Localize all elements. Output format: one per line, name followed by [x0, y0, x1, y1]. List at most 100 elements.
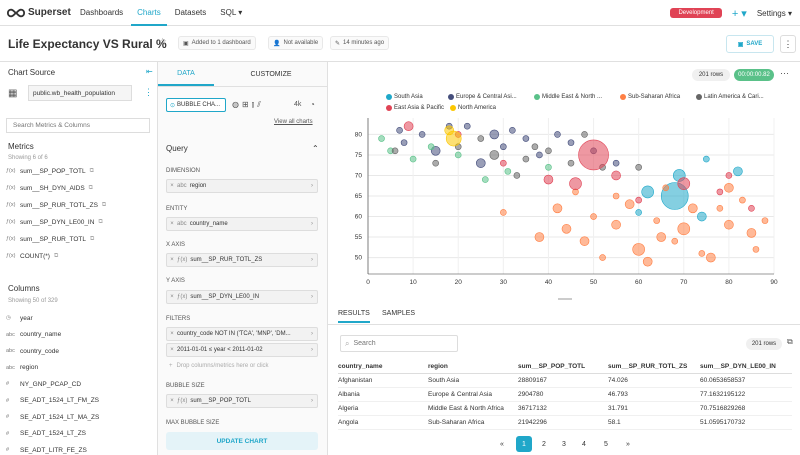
column-item[interactable]: # SE_ADT_1524_LT_MA_ZS — [6, 411, 146, 423]
bubble-point[interactable] — [409, 155, 417, 163]
filter-country-code[interactable]: × country_code NOT IN ('TCA', 'MNP', 'DM.… — [166, 327, 318, 341]
column-header[interactable]: sum__SP_RUR_TOTL_ZS — [608, 363, 700, 370]
pie-chart-icon[interactable]: ◔ — [310, 100, 315, 109]
viz-type-selector[interactable]: ⊙ BUBBLE CHA... — [166, 98, 226, 112]
query-heading[interactable]: Query — [166, 144, 188, 153]
bubble-point[interactable] — [733, 166, 743, 177]
bubble-point[interactable] — [552, 203, 563, 214]
bubble-point[interactable] — [534, 232, 545, 242]
column-header[interactable]: country_name — [338, 363, 428, 370]
column-item[interactable]: ◷ year — [6, 312, 146, 324]
metric-item[interactable]: ƒ(x) sum__SP_POP_TOTL ⧉ — [6, 165, 146, 177]
bubble-point[interactable] — [531, 143, 539, 151]
copy-icon[interactable]: ⧉ — [89, 167, 94, 174]
remove-icon[interactable]: × — [170, 221, 174, 227]
bubble-point[interactable] — [569, 177, 582, 190]
metric-item[interactable]: ƒ(x) sum__SP_RUR_TOTL_ZS ⧉ — [6, 199, 146, 211]
copy-icon[interactable]: ⧉ — [101, 201, 107, 208]
legend-item[interactable]: Latin America & Cari... — [696, 94, 764, 100]
bubble-point[interactable] — [724, 219, 734, 230]
column-header[interactable]: region — [428, 363, 518, 370]
chart-title[interactable]: Life Expectancy VS Rural % — [8, 37, 167, 51]
bubble-point[interactable] — [489, 129, 500, 140]
bubble-point[interactable] — [579, 236, 590, 246]
dimension-control[interactable]: × abc region › — [166, 179, 318, 193]
next-page-button[interactable]: » — [626, 440, 630, 448]
column-item[interactable]: # NY_GNP_PCAP_CD — [6, 378, 146, 390]
dataset-selector[interactable]: public.wb_health_population — [28, 85, 132, 101]
bubble-point[interactable] — [463, 122, 471, 130]
xaxis-control[interactable]: × ƒ(x) sum__SP_RUR_TOTL_ZS › — [166, 253, 318, 267]
bubble-point[interactable] — [671, 237, 679, 245]
bubble-point[interactable] — [752, 246, 760, 253]
legend-item[interactable]: South Asia — [386, 94, 423, 100]
bubble-point[interactable] — [522, 135, 530, 142]
bubble-point[interactable] — [581, 131, 588, 138]
bubble-point[interactable] — [697, 211, 707, 222]
bubble-point[interactable] — [724, 182, 734, 193]
bubble-point[interactable] — [543, 174, 554, 185]
nav-charts[interactable]: Charts — [131, 0, 167, 26]
bubble-point[interactable] — [567, 139, 575, 146]
legend-item[interactable]: East Asia & Pacific — [386, 105, 444, 111]
tab-samples[interactable]: SAMPLES — [382, 310, 416, 317]
column-item[interactable]: # SE_ADT_1524_LT_FM_ZS — [6, 395, 146, 407]
bubble-point[interactable] — [612, 159, 620, 167]
bubble-point[interactable] — [687, 203, 698, 214]
bubble-point[interactable] — [653, 217, 661, 224]
favorite-star-icon[interactable]: ☆ — [158, 37, 167, 48]
nav-dashboards[interactable]: Dashboards — [80, 8, 124, 17]
column-item[interactable]: # SE_ADT_LITR_FE_ZS — [6, 444, 146, 455]
bubble-point[interactable] — [698, 250, 706, 257]
bubble-point[interactable] — [396, 127, 403, 134]
collapse-query-icon[interactable]: ⌃ — [312, 144, 319, 153]
bubble-point[interactable] — [642, 256, 653, 267]
column-item[interactable]: abc country_name — [6, 329, 146, 341]
page-button[interactable]: 5 — [604, 440, 608, 448]
results-search-input[interactable] — [353, 340, 444, 347]
bubble-point[interactable] — [632, 243, 645, 256]
bubble-point[interactable] — [509, 127, 516, 134]
filter-year[interactable]: × 2011-01-01 ≤ year < 2011-01-02 › — [166, 343, 318, 357]
legend-item[interactable]: Sub-Saharan Africa — [620, 94, 680, 100]
page-button[interactable]: 1 — [516, 436, 532, 452]
page-button[interactable]: 4 — [582, 440, 586, 448]
legend-item[interactable]: Europe & Central Asi... — [448, 94, 517, 100]
bubble-point[interactable] — [500, 159, 507, 167]
metric-item[interactable]: ƒ(x) sum__SP_DYN_LE00_IN ⧉ — [6, 216, 146, 228]
results-search[interactable]: ⌕ — [340, 335, 458, 352]
entity-control[interactable]: × abc country_name › — [166, 217, 318, 231]
settings-menu[interactable]: Settings ▾ — [756, 8, 792, 18]
bubble-point[interactable] — [481, 176, 489, 183]
bubble-point[interactable] — [725, 172, 733, 179]
bubble-point[interactable] — [432, 159, 439, 167]
bubble-point[interactable] — [545, 147, 552, 155]
bubble-point[interactable] — [418, 131, 426, 138]
view-all-charts-link[interactable]: View all charts — [274, 119, 313, 125]
prev-page-button[interactable]: « — [500, 440, 504, 448]
bubble-point[interactable] — [500, 143, 507, 151]
bubble-point[interactable] — [454, 151, 462, 159]
bubble-point[interactable] — [400, 139, 408, 146]
remove-icon[interactable]: × — [170, 183, 174, 189]
bubble-point[interactable] — [706, 252, 716, 263]
update-chart-button[interactable]: UPDATE CHART — [166, 432, 318, 450]
tab-customize[interactable]: CUSTOMIZE — [250, 70, 292, 78]
bubble-point[interactable] — [590, 213, 597, 220]
bubble-point[interactable] — [504, 168, 512, 175]
bubble-point[interactable] — [739, 196, 746, 204]
remove-icon[interactable]: × — [170, 398, 174, 404]
bubble-point[interactable] — [746, 228, 757, 238]
recent-viz-icons[interactable]: ◍⊞⫾⫽ — [232, 100, 264, 109]
copy-icon[interactable]: ⧉ — [88, 184, 93, 191]
bubble-point[interactable] — [522, 155, 530, 163]
column-item[interactable]: abc country_code — [6, 345, 146, 357]
bubble-point[interactable] — [612, 192, 620, 200]
save-button[interactable]: ▣ SAVE — [726, 35, 774, 53]
bubble-point[interactable] — [748, 205, 755, 212]
bubble-point[interactable] — [567, 159, 575, 167]
page-button[interactable]: 3 — [562, 440, 566, 448]
bubble-point[interactable] — [716, 188, 724, 196]
bubble-point[interactable] — [662, 184, 670, 192]
column-header[interactable]: sum__SP_POP_TOTL — [518, 363, 608, 370]
